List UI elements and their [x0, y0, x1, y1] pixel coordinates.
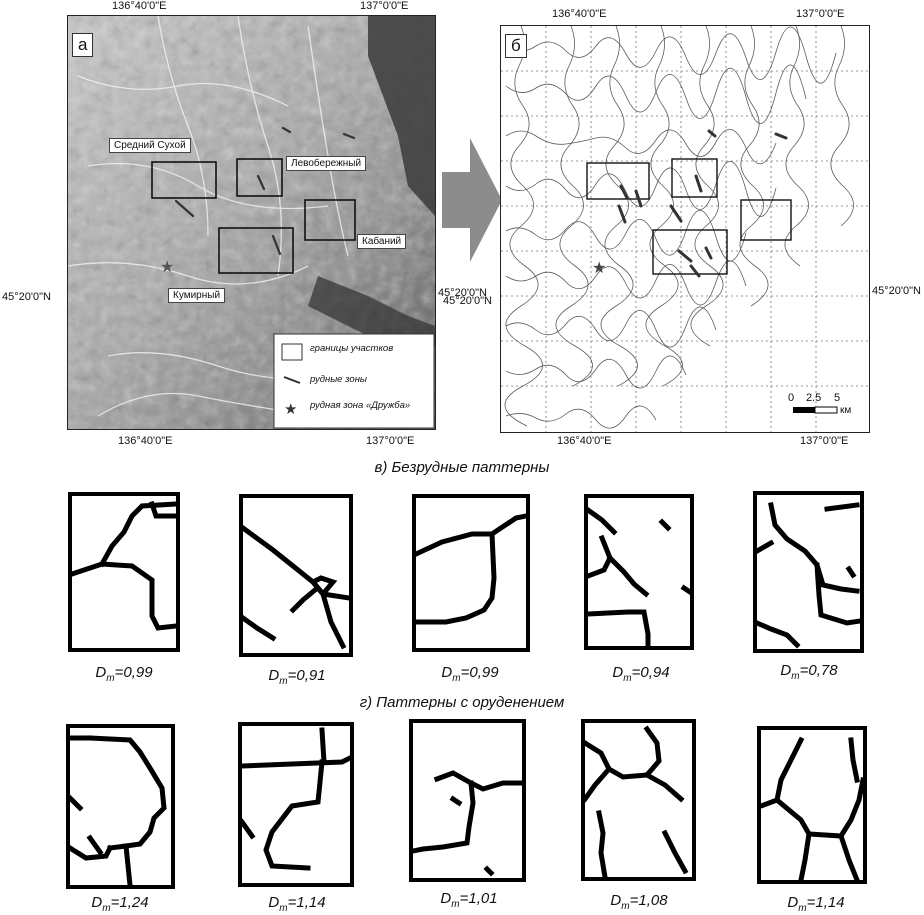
ore-pattern-5 — [757, 726, 867, 884]
panel-a-top-coord-2: 137°0'0"E — [360, 0, 409, 12]
barren-dm-5: Dm=0,78 — [780, 662, 838, 682]
panel-a-bottom-coord-1: 136°40'0"E — [118, 435, 173, 447]
elevation-map-svg: ★ ★ — [68, 16, 435, 429]
barren-dm-2: Dm=0,91 — [268, 667, 326, 687]
ore-dm-3: Dm=1,01 — [440, 890, 498, 910]
panel-a-left-coord: 45°20'0"N — [2, 291, 51, 303]
barren-pattern-2 — [239, 494, 353, 657]
ore-dm-2: Dm=1,14 — [268, 894, 326, 914]
site-label-kumirny: Кумирный — [168, 288, 226, 303]
barren-dm-1: Dm=0,99 — [95, 664, 153, 684]
panel-b-bottom-coord-1: 136°40'0"E — [557, 435, 612, 447]
panel-a-label: а — [72, 33, 94, 57]
legend-ore-zones: рудные зоны — [310, 374, 367, 385]
ore-dm-1: Dm=1,24 — [91, 894, 149, 914]
druzhba-star-icon: ★ — [160, 257, 174, 276]
panel-a-top-coord-1: 136°40'0"E — [112, 0, 167, 12]
druzhba-star-icon-b: ★ — [592, 258, 606, 277]
panel-a-bottom-coord-2: 137°0'0"E — [366, 435, 415, 447]
scale-tick-5: 5 — [834, 392, 841, 404]
ore-pattern-3 — [409, 719, 526, 882]
panel-b-left-coord: 45°20'0"N — [443, 295, 492, 307]
ore-pattern-1 — [66, 724, 175, 889]
barren-dm-3: Dm=0,99 — [441, 664, 499, 684]
ore-pattern-4 — [581, 719, 696, 881]
lineament-map-svg: ★ — [501, 26, 869, 432]
barren-pattern-1 — [68, 492, 180, 652]
legend-druzhba: рудная зона «Дружба» — [310, 400, 411, 411]
scale-tick-2-5: 2.5 — [806, 392, 822, 404]
panel-b-label: б — [505, 34, 527, 58]
transform-arrow — [442, 138, 502, 262]
site-label-sredniy-sukhoy: Средний Сухой — [109, 138, 191, 153]
barren-dm-4: Dm=0,94 — [612, 664, 670, 684]
barren-pattern-4 — [584, 494, 694, 650]
ore-dm-5: Dm=1,14 — [787, 894, 845, 914]
scale-tick-0: 0 — [788, 392, 795, 404]
legend-boundaries: границы участков — [310, 343, 394, 354]
legend-star-icon: ★ — [284, 400, 297, 418]
barren-pattern-3 — [412, 494, 530, 652]
section-title-ore: г) Паттерны с оруденением — [359, 694, 565, 711]
ore-dm-4: Dm=1,08 — [610, 892, 668, 912]
ore-pattern-2 — [238, 722, 354, 887]
elevation-map: ★ ★ — [67, 15, 436, 430]
barren-pattern-5 — [753, 491, 864, 653]
scale-unit: км — [840, 405, 852, 416]
panel-b-bottom-coord-2: 137°0'0"E — [800, 435, 849, 447]
panel-a-right-coord: 45°20'0"N — [438, 287, 487, 299]
panel-b-top-coord-1: 136°40'0"E — [552, 8, 607, 20]
panel-b-top-coord-2: 137°0'0"E — [796, 8, 845, 20]
section-title-barren: в) Безрудные паттерны — [374, 459, 550, 476]
site-label-kabaniy: Кабаний — [357, 234, 407, 249]
panel-b-right-coord: 45°20'0"N — [872, 285, 921, 297]
lineament-map: ★ — [500, 25, 870, 433]
site-label-levoberezhny: Левобережный — [286, 156, 367, 171]
